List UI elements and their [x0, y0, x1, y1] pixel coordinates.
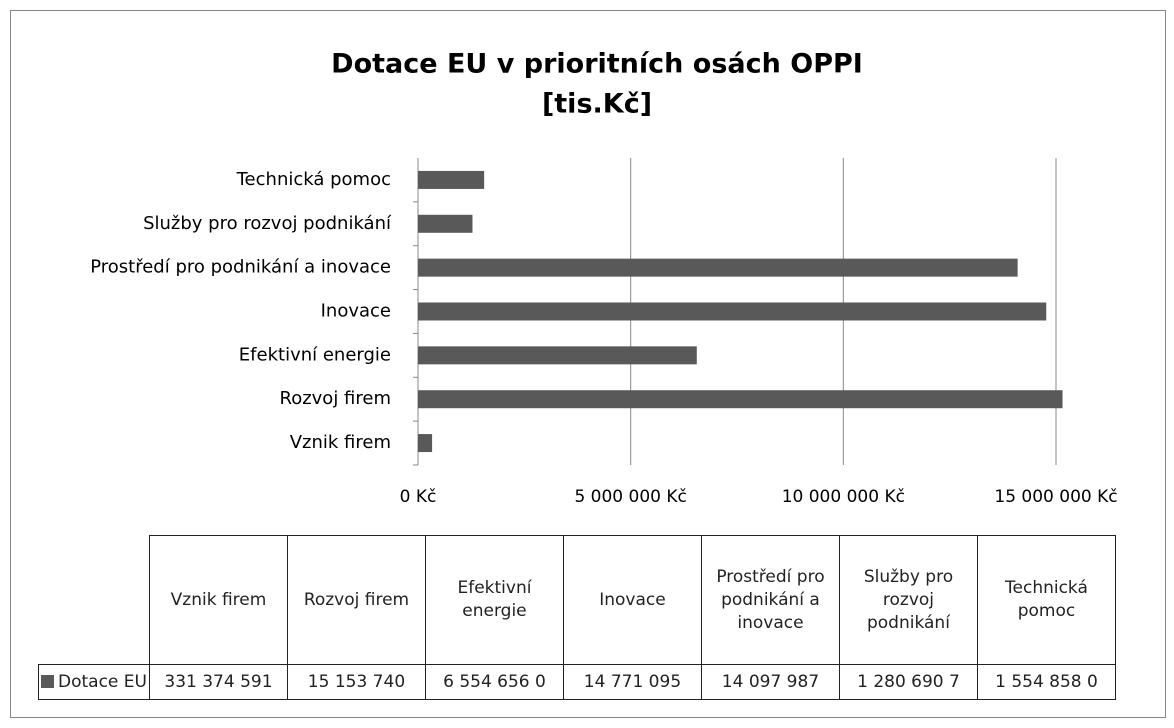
y-tick-label: Rozvoj firem	[280, 388, 392, 409]
y-tick-label: Efektivní energie	[239, 344, 391, 365]
table-header: Služby pro rozvoj podnikání	[838, 535, 978, 665]
table-header: Prostředí pro podnikání a inovace	[700, 535, 840, 665]
legend-swatch	[41, 675, 54, 688]
bar	[418, 214, 473, 233]
table-value: 331 374 591	[148, 664, 288, 700]
table-value: 1 554 858 0	[976, 664, 1116, 700]
x-tick-label: 0 Kč	[400, 487, 437, 507]
x-tick-label: 15 000 000 Kč	[994, 487, 1117, 507]
bar	[418, 302, 1047, 321]
table-value: 1 280 690 7	[838, 664, 978, 700]
table-header: Rozvoj firem	[286, 535, 426, 665]
table-value: 14 097 987	[700, 664, 840, 700]
y-tick-label: Služby pro rozvoj podnikání	[143, 213, 392, 234]
bar	[418, 390, 1063, 409]
table-header: Vznik firem	[148, 535, 288, 665]
table-value: 15 153 740	[286, 664, 426, 700]
bar	[418, 346, 697, 365]
table-value: 6 554 656 0	[424, 664, 564, 700]
table-header: Technická pomoc	[976, 535, 1116, 665]
table-value: 14 771 095	[562, 664, 702, 700]
table-header: Efektivní energie	[424, 535, 564, 665]
legend-cell: Dotace EU	[38, 664, 150, 700]
table-header: Inovace	[562, 535, 702, 665]
data-table: Vznik firem Rozvoj firem Efektivní energie…	[38, 535, 1116, 700]
y-tick-label: Prostředí pro podnikání a inovace	[90, 257, 391, 278]
y-tick-label: Technická pomoc	[236, 169, 391, 190]
bar	[418, 434, 433, 453]
chart: Dotace EU v prioritních osách OPPI [tis.…	[90, 49, 1117, 508]
chart-subtitle: [tis.Kč]	[542, 89, 652, 120]
bar	[418, 170, 485, 189]
blank-cell	[39, 536, 150, 665]
y-tick-label: Inovace	[321, 301, 391, 322]
bar	[418, 258, 1018, 277]
y-tick-label: Vznik firem	[290, 432, 391, 453]
chart-title: Dotace EU v prioritních osách OPPI	[331, 49, 863, 80]
x-tick-label: 5 000 000 Kč	[574, 487, 686, 507]
x-tick-label: 10 000 000 Kč	[782, 487, 905, 507]
legend-label: Dotace EU	[58, 672, 147, 692]
